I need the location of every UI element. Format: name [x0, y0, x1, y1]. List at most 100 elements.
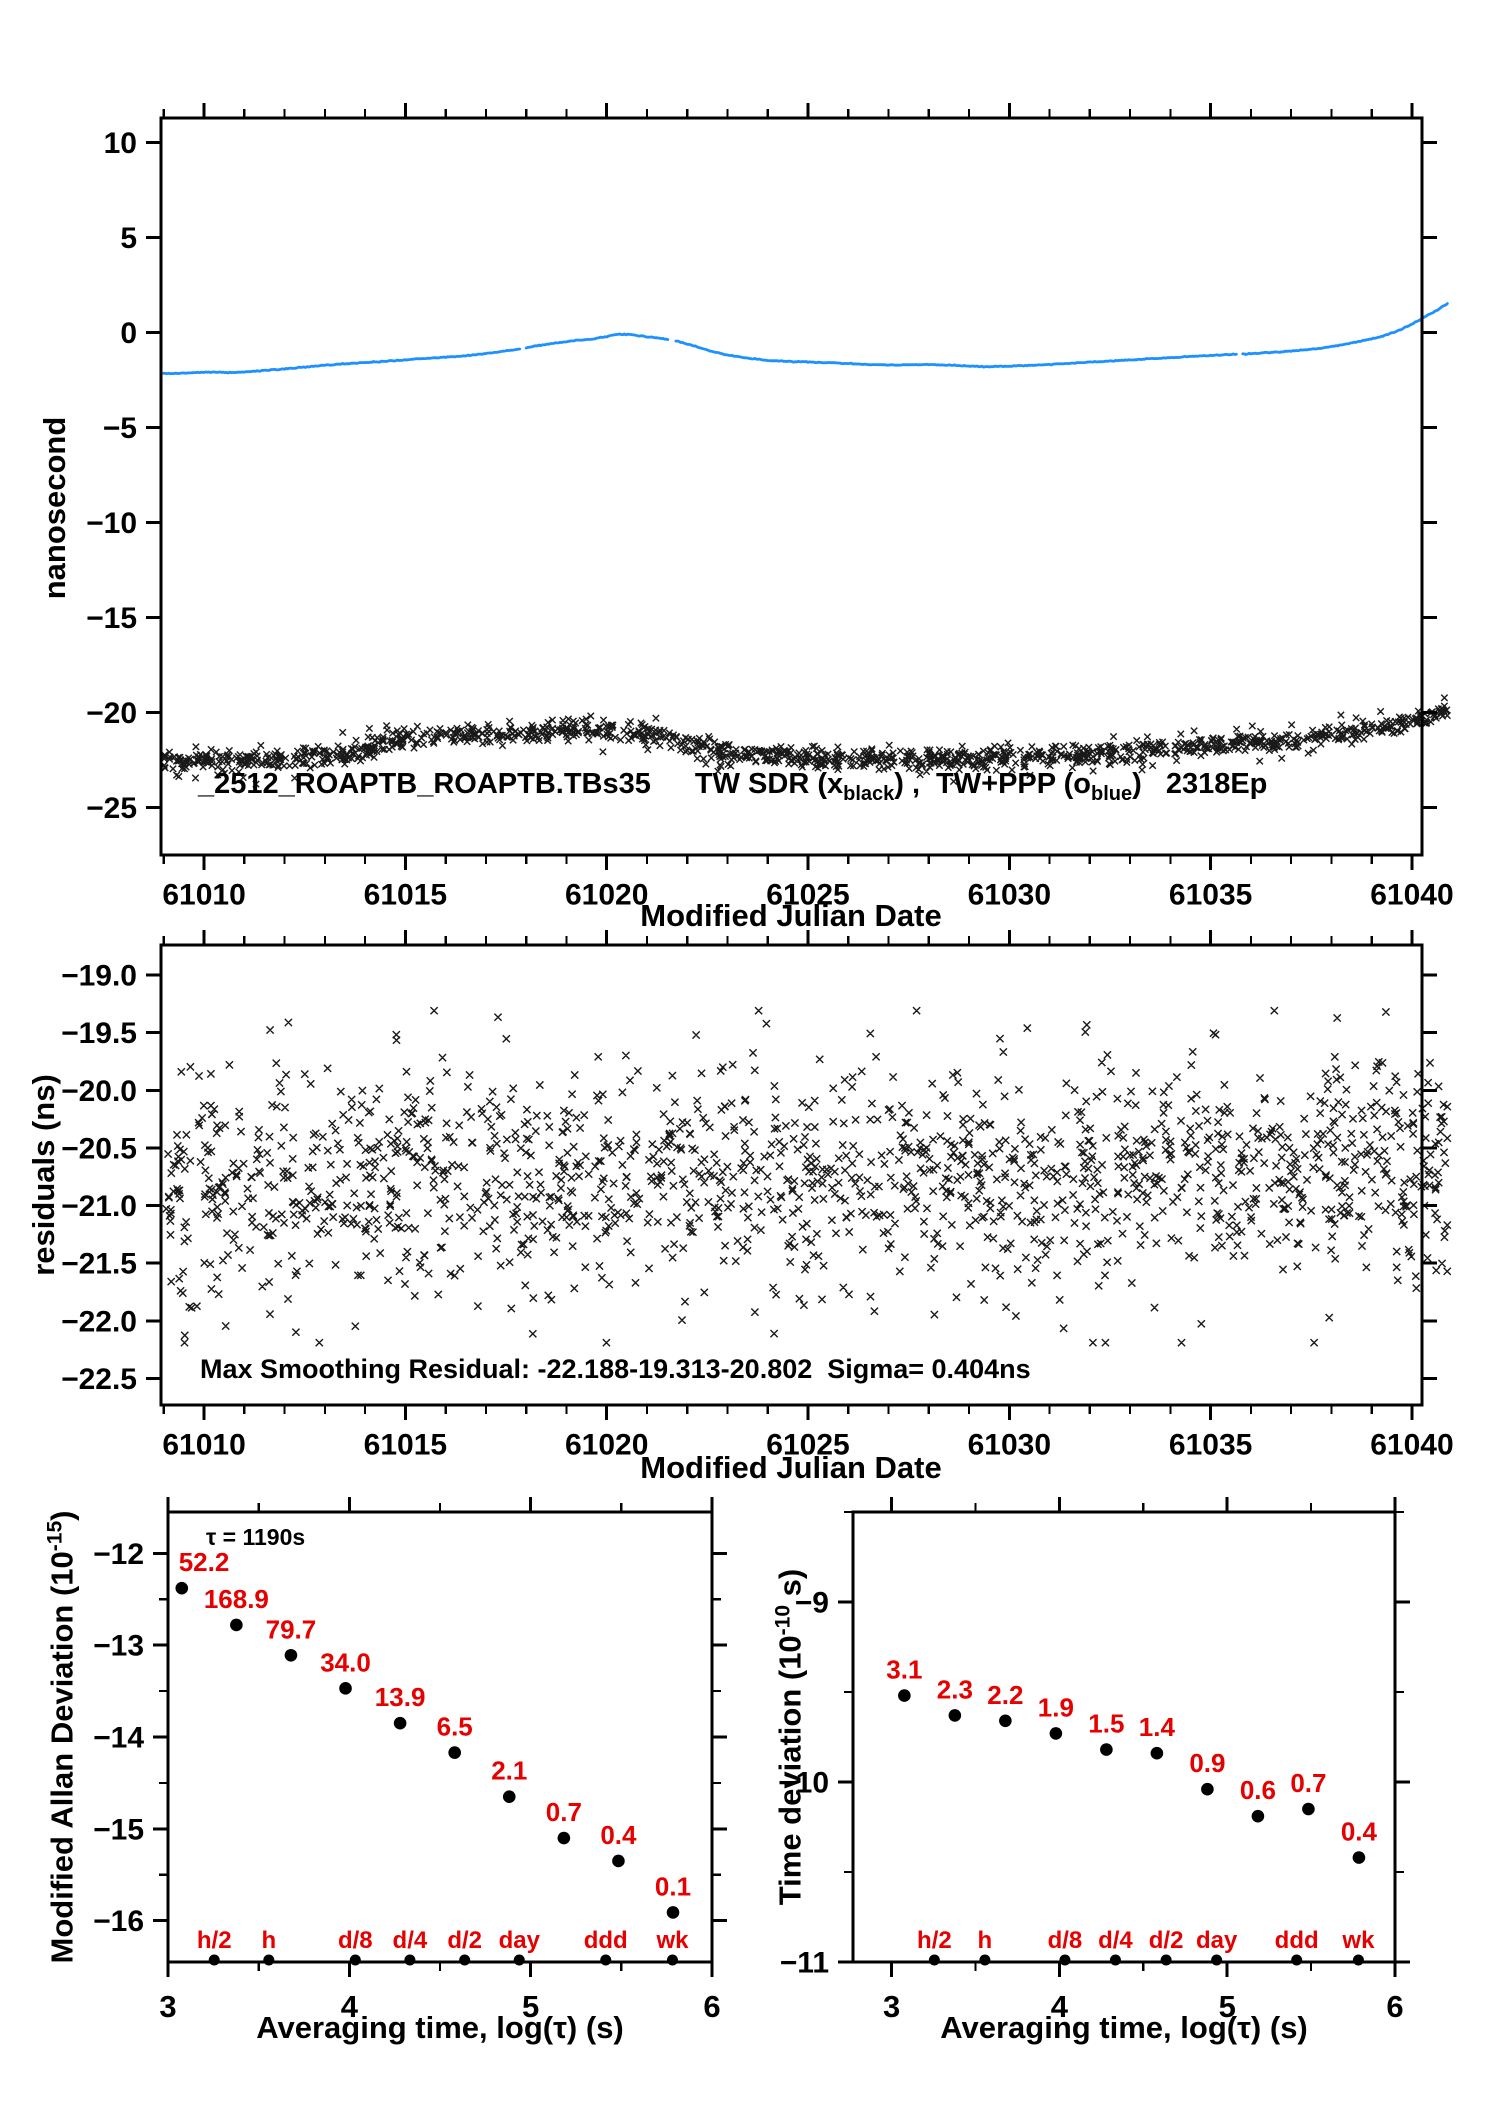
top-panel-frame: 61010 61015 61020 61025 61030 61035 61040 10 5 0 −… [86, 103, 1454, 912]
data-point [557, 1831, 571, 1845]
y-tick-label: 0 [120, 317, 137, 350]
panel-border [159, 943, 1424, 1407]
mdev-y-axis-label: Modified Allan Deviation (10-15) [43, 1511, 80, 1964]
x-tick-label: 61035 [1169, 879, 1252, 912]
data-point [230, 1618, 243, 1632]
dataset-name: _2512_ROAPTB_ROAPTB.TBs35 [198, 768, 651, 800]
tau-mark-dot [666, 1954, 678, 1966]
x-tick-label: 6 [1386, 1989, 1403, 2024]
y-tick-label: −20.5 [61, 1132, 137, 1165]
tdev-y-axis-label: Time deviation (10-10 s) [771, 1569, 808, 1905]
data-point-value-label: 1.5 [1088, 1709, 1124, 1739]
mdev-y-axis-label-close: ) [44, 1510, 80, 1521]
panel-border [851, 1510, 1397, 1964]
data-point [175, 1581, 189, 1595]
series1-subscript: black [843, 783, 895, 805]
tau-mark-dot [979, 1954, 991, 1966]
mdev-y-axis-label-exponent: -15 [43, 1520, 67, 1552]
x-tick-label: 61035 [1169, 1429, 1252, 1462]
x-tick-label: 61020 [565, 879, 648, 912]
y-tick-label: −9 [795, 1587, 829, 1620]
series2-subscript: blue [1091, 783, 1133, 805]
tau-mark-dot [1109, 1954, 1121, 1966]
mdev-panel-points: 52.2 168.979.734.013.9 6.5 2.1 0.7 0.4 0.1 [175, 1547, 691, 1919]
tdev-x-axis-label-close: ) (s) [1250, 2010, 1308, 2045]
data-point-value-label: 0.9 [1189, 1748, 1225, 1778]
series2-close: ) [1132, 768, 1142, 800]
y-tick-label: −10 [86, 507, 137, 540]
data-point-value-label: 79.7 [266, 1614, 317, 1644]
y-tick-label: −12 [93, 1538, 144, 1571]
tau-mark-dot [459, 1954, 471, 1966]
series2-label: TW+PPP (o [936, 768, 1092, 800]
tau-mark-label: h [261, 1927, 276, 1954]
top-x-axis-label: Modified Julian Date [640, 898, 942, 933]
mdev-x-axis-label: Averaging time, log(τ) (s) [256, 2010, 624, 2046]
y-tick-label: −15 [86, 602, 137, 635]
y-tick-label: 5 [120, 222, 137, 255]
tau-mark-label: ddd [584, 1927, 628, 1954]
y-tick-label: −20 [86, 697, 137, 730]
x-tick-label: 61040 [1370, 879, 1453, 912]
tau-mark-label: h/2 [197, 1927, 232, 1954]
residuals-y-axis-label: residuals (ns) [26, 1074, 61, 1276]
tau-mark-dot [600, 1954, 612, 1966]
series1-label: TW SDR (x [694, 768, 844, 800]
x-tick-label: 61030 [968, 1429, 1051, 1462]
top-y-axis-label: nanosecond [37, 416, 72, 600]
data-point-value-label: 0.7 [1290, 1768, 1326, 1798]
tau-mark-label: wk [655, 1927, 689, 1954]
tau-mark-label: h [978, 1927, 993, 1954]
data-point [1302, 1802, 1315, 1816]
tau-mark-label: ddd [1275, 1927, 1319, 1954]
tau-mark-dot [513, 1954, 525, 1966]
x-tick-label: 4 [1051, 1989, 1069, 2024]
tau-mark-label: d/4 [393, 1927, 428, 1954]
data-point-value-label: 34.0 [320, 1647, 371, 1677]
x-tick-label: 61030 [968, 879, 1051, 912]
y-tick-label: −15 [93, 1813, 144, 1846]
data-point-value-label: 0.4 [600, 1820, 637, 1850]
data-point-value-label: 2.1 [491, 1756, 527, 1786]
data-point [502, 1790, 516, 1803]
y-tick-label: −20.0 [61, 1075, 137, 1108]
x-tick-label: 3 [883, 1989, 900, 2024]
data-point-value-label: 6.5 [437, 1712, 473, 1742]
data-point-value-label: 2.3 [937, 1674, 973, 1704]
data-point [1352, 1851, 1366, 1864]
y-tick-label: −22.5 [61, 1363, 137, 1396]
tau-mark-dot [928, 1954, 940, 1966]
tau-mark-label: day [499, 1927, 541, 1954]
data-point [284, 1648, 298, 1662]
x-tick-label: 61020 [565, 1429, 648, 1462]
tdev-panel: 3.1 2.3 2.2 1.9 1.5 1.4 0.9 0.6 0.7 0.4 h/2 h d/8 d/4… [778, 1497, 1410, 2024]
tau-mark-dot [1211, 1954, 1223, 1966]
tdev-y-axis-label-close: s) [772, 1568, 808, 1605]
tdev-panel-points: 3.1 2.3 2.2 1.9 1.5 1.4 0.9 0.6 0.7 0.4 [886, 1655, 1378, 1864]
data-point-value-label: 1.9 [1038, 1692, 1074, 1722]
data-point [612, 1854, 625, 1868]
y-tick-label: −16 [93, 1905, 144, 1938]
residuals-scatter [162, 1006, 1452, 1347]
y-tick-label: −21.0 [61, 1190, 137, 1223]
tau-mark-dot [208, 1954, 220, 1966]
data-point [1100, 1743, 1113, 1756]
data-point-value-label: 52.2 [179, 1547, 230, 1577]
data-point [999, 1714, 1012, 1728]
tdev-x-axis-label-text: Averaging time, log( [940, 2010, 1238, 2045]
top-panel-title: _2512_ROAPTB_ROAPTB.TBs35 TW SDR (xblack)… [198, 768, 1267, 806]
mdev-panel-tau-marks: h/2 h d/8 d/4 d/2 day ddd wk [197, 1927, 689, 1966]
y-tick-label: −10 [778, 1767, 829, 1800]
data-point [339, 1682, 352, 1695]
data-point [948, 1709, 962, 1722]
y-tick-label: −11 [780, 1947, 829, 1980]
data-point-value-label: 0.7 [546, 1797, 582, 1827]
mdev-x-axis-label-text: Averaging time, log( [256, 2010, 554, 2045]
data-point [448, 1746, 461, 1759]
y-tick-label: −22.0 [61, 1305, 137, 1338]
data-point-value-label: 3.1 [886, 1655, 922, 1685]
x-tick-label: 61025 [766, 1429, 849, 1462]
data-point [1150, 1746, 1164, 1760]
tw-ppp-line [162, 302, 1449, 376]
x-tick-label: 5 [1219, 1989, 1236, 2024]
